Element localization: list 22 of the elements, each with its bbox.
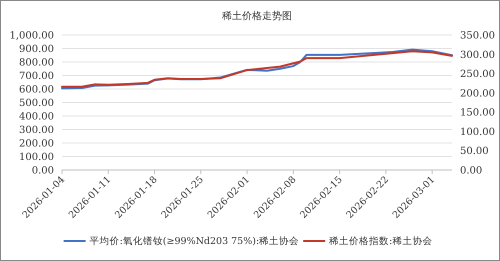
- y2-tick-label: 0.00: [460, 166, 482, 176]
- y2-tick-label: 300.00: [460, 50, 495, 61]
- y2-tick-label: 200.00: [460, 88, 495, 100]
- y2-tick-label: 50.00: [460, 146, 489, 158]
- y-tick-label: 500.00: [19, 98, 54, 109]
- legend-label: 稀土价格指数:稀土协会: [329, 235, 432, 247]
- y-tick-label: 300.00: [19, 125, 54, 136]
- y-tick-label: 400.00: [19, 112, 54, 122]
- y-tick-label: 900.00: [19, 44, 54, 55]
- y-tick-label: 200.00: [19, 138, 54, 150]
- legend-label: 平均价:氧化镨钕(≥99%Nd203 75%):稀土协会: [90, 235, 300, 247]
- y-tick-label: 1,000.00: [9, 30, 54, 42]
- y-tick-label: 100.00: [19, 152, 54, 163]
- y-tick-label: 0.00: [32, 166, 54, 176]
- y-tick-label: 800.00: [19, 58, 54, 68]
- y2-tick-label: 350.00: [460, 30, 495, 42]
- y2-tick-label: 100.00: [460, 126, 495, 138]
- y2-tick-label: 250.00: [460, 69, 495, 80]
- y-tick-label: 600.00: [19, 84, 54, 96]
- chart-title: 稀土价格走势图: [222, 10, 292, 22]
- y2-tick-label: 150.00: [460, 108, 495, 119]
- y-tick-label: 700.00: [19, 71, 54, 82]
